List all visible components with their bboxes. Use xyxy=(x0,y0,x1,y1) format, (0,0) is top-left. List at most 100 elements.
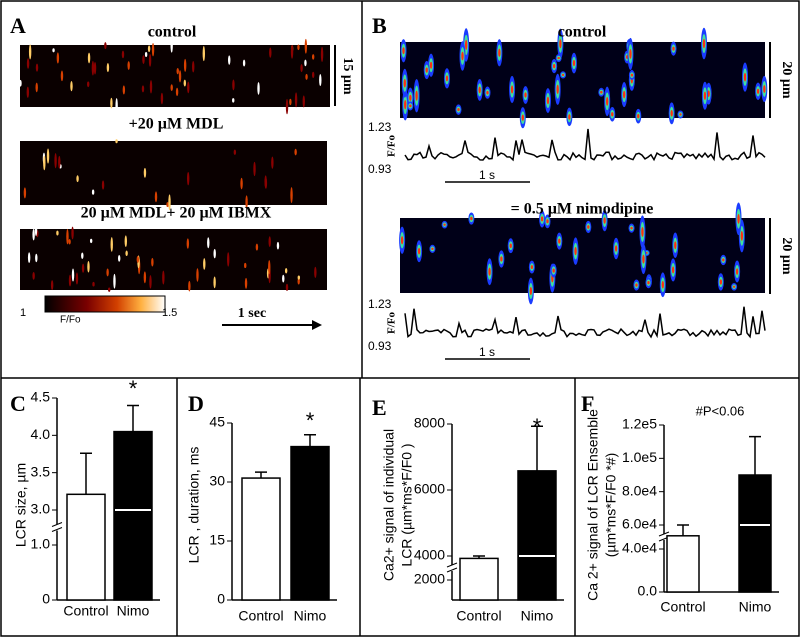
spark xyxy=(244,262,247,269)
spark xyxy=(93,61,97,75)
x-tick-label: Nimo xyxy=(294,608,327,624)
y-tick-label: 4.5 xyxy=(31,389,51,405)
spark xyxy=(304,59,307,67)
spark xyxy=(68,274,72,287)
spark xyxy=(546,219,549,224)
spark xyxy=(91,189,95,195)
spark xyxy=(319,73,322,87)
spark xyxy=(35,253,38,263)
y-axis-label: LCR size, µm xyxy=(13,463,29,547)
spark xyxy=(568,114,571,120)
spark xyxy=(75,272,79,285)
y-axis-label: LCR , duration, ms xyxy=(186,447,202,564)
annotation: #P<0.06 xyxy=(696,403,745,418)
y-tick-label: 6.0e4 xyxy=(622,516,657,532)
spark xyxy=(635,283,638,287)
colorbar-label: F/Fo xyxy=(60,315,81,326)
spark xyxy=(121,50,125,59)
spark xyxy=(240,177,243,190)
axis-break xyxy=(51,522,63,532)
spark xyxy=(703,91,707,101)
time-label: 1 s xyxy=(479,345,495,359)
spark xyxy=(166,202,169,208)
spark xyxy=(290,187,293,204)
error-bar xyxy=(677,524,689,536)
spark xyxy=(630,73,634,77)
spark xyxy=(60,70,64,82)
spark xyxy=(26,58,30,69)
spark xyxy=(196,268,199,282)
spark xyxy=(561,73,565,76)
spark xyxy=(302,95,305,108)
spark xyxy=(415,90,418,101)
error-bar xyxy=(127,404,139,432)
y-tick-label: 4.0e4 xyxy=(622,540,657,556)
spark xyxy=(559,39,562,49)
spark xyxy=(521,114,524,121)
panel-label: C xyxy=(10,391,26,416)
spark xyxy=(629,49,632,59)
spark xyxy=(32,271,35,280)
spark xyxy=(202,46,206,62)
spark xyxy=(54,153,57,169)
spark xyxy=(232,79,235,91)
spark xyxy=(188,280,191,292)
spark xyxy=(56,52,60,64)
spark xyxy=(203,258,206,270)
spark xyxy=(35,63,39,72)
spark xyxy=(213,276,216,289)
y-tick-label: 8.0e4 xyxy=(622,482,657,498)
spark xyxy=(641,226,644,237)
line-scan xyxy=(20,229,327,290)
spark xyxy=(91,60,95,76)
spark xyxy=(187,81,190,94)
y-tick-label: 8000 xyxy=(414,415,445,431)
spark xyxy=(170,37,173,53)
spark xyxy=(290,44,294,59)
spark xyxy=(176,67,179,75)
spark xyxy=(285,98,289,115)
y-tick-label: 4.0 xyxy=(31,426,51,442)
spark xyxy=(186,171,190,186)
colorbar-max: 1.5 xyxy=(162,307,177,319)
spark xyxy=(461,51,464,61)
spark xyxy=(56,230,59,236)
bar xyxy=(517,470,557,601)
y-tick-label: 0 xyxy=(42,591,50,607)
panel-label: A xyxy=(10,13,26,38)
spark xyxy=(304,38,308,54)
image-title: = 0.5 µM nimodipine xyxy=(511,201,654,218)
spark xyxy=(110,97,113,109)
y-tick-label: 15 xyxy=(209,532,225,548)
spark xyxy=(81,263,85,273)
y-axis-label: Ca2+ signal of individual xyxy=(381,429,397,581)
spark xyxy=(23,187,27,199)
spark xyxy=(529,286,533,295)
spark xyxy=(614,245,618,252)
line-scan xyxy=(400,42,765,118)
spark xyxy=(27,252,31,264)
error-bar xyxy=(304,434,316,447)
spark xyxy=(34,222,38,237)
spark xyxy=(151,257,154,267)
panel-label: F xyxy=(581,391,594,416)
spark xyxy=(183,58,187,72)
y-tick-label: 1.0 xyxy=(31,536,51,552)
spark xyxy=(737,213,740,224)
panel-label: D xyxy=(188,391,204,416)
spark xyxy=(763,85,766,93)
arrow-head xyxy=(312,320,322,330)
spark xyxy=(603,217,606,224)
spark xyxy=(558,238,561,244)
bar xyxy=(666,535,700,593)
bar xyxy=(738,474,772,593)
time-label: 1 s xyxy=(479,168,495,182)
spark xyxy=(154,191,158,203)
spark xyxy=(320,46,324,63)
spark xyxy=(431,247,434,251)
spark xyxy=(445,75,449,82)
spark xyxy=(679,113,682,116)
spark xyxy=(530,265,534,270)
spark xyxy=(457,108,460,112)
